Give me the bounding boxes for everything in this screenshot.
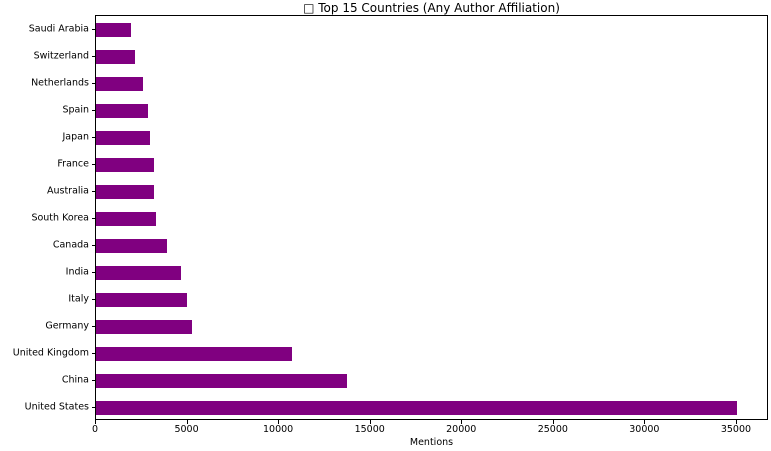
bar-japan bbox=[96, 130, 150, 145]
y-tick-label: Switzerland bbox=[33, 50, 89, 61]
y-tick-label: China bbox=[61, 374, 89, 385]
y-tick-mark bbox=[92, 380, 95, 381]
y-tick-label: Spain bbox=[62, 104, 89, 115]
y-tick-label: United States bbox=[24, 401, 89, 412]
x-tick-mark bbox=[187, 420, 188, 424]
y-tick-label: United Kingdom bbox=[12, 347, 89, 358]
y-tick-mark bbox=[92, 245, 95, 246]
y-tick-mark bbox=[92, 29, 95, 30]
y-tick-mark bbox=[92, 164, 95, 165]
bar-united-kingdom bbox=[96, 346, 293, 361]
y-tick-mark bbox=[92, 407, 95, 408]
chart-title: □ Top 15 Countries (Any Author Affiliati… bbox=[303, 1, 560, 15]
bar-switzerland bbox=[96, 49, 136, 64]
bar-china bbox=[96, 373, 348, 388]
x-tick-label: 5000 bbox=[174, 424, 199, 435]
y-tick-label: Italy bbox=[68, 293, 89, 304]
x-tick-label: 10000 bbox=[263, 424, 294, 435]
y-tick-label: France bbox=[57, 158, 89, 169]
bar-india bbox=[96, 265, 181, 280]
x-tick-label: 30000 bbox=[629, 424, 660, 435]
y-tick-label: India bbox=[65, 266, 89, 277]
y-tick-mark bbox=[92, 83, 95, 84]
bar-saudi-arabia bbox=[96, 22, 131, 37]
y-tick-label: Netherlands bbox=[31, 77, 89, 88]
bar-germany bbox=[96, 319, 192, 334]
y-tick-label: Japan bbox=[62, 131, 90, 142]
y-tick-mark bbox=[92, 110, 95, 111]
bar-australia bbox=[96, 184, 155, 199]
y-tick-label: Australia bbox=[46, 185, 89, 196]
x-tick-mark bbox=[644, 420, 645, 424]
x-tick-mark bbox=[278, 420, 279, 424]
y-tick-mark bbox=[92, 353, 95, 354]
y-tick-mark bbox=[92, 272, 95, 273]
x-tick-label: 0 bbox=[91, 424, 99, 435]
y-tick-mark bbox=[92, 137, 95, 138]
y-tick-label: Germany bbox=[45, 320, 89, 331]
x-tick-label: 20000 bbox=[446, 424, 477, 435]
x-axis-label: Mentions bbox=[409, 437, 454, 448]
x-tick-label: 35000 bbox=[720, 424, 752, 435]
plot-area bbox=[95, 15, 768, 420]
bar-france bbox=[96, 157, 154, 172]
x-tick-mark bbox=[95, 420, 96, 424]
bar-spain bbox=[96, 103, 149, 118]
y-tick-mark bbox=[92, 326, 95, 327]
bar-canada bbox=[96, 238, 168, 253]
y-tick-mark bbox=[92, 191, 95, 192]
y-tick-mark bbox=[92, 299, 95, 300]
y-tick-mark bbox=[92, 218, 95, 219]
y-tick-mark bbox=[92, 56, 95, 57]
x-tick-mark bbox=[461, 420, 462, 424]
bar-italy bbox=[96, 292, 188, 307]
x-tick-mark bbox=[736, 420, 737, 424]
x-tick-label: 15000 bbox=[354, 424, 385, 435]
y-tick-label: Saudi Arabia bbox=[28, 23, 89, 34]
x-tick-label: 25000 bbox=[537, 424, 568, 435]
x-tick-mark bbox=[370, 420, 371, 424]
x-tick-mark bbox=[553, 420, 554, 424]
bar-netherlands bbox=[96, 76, 144, 91]
y-tick-label: Canada bbox=[52, 239, 89, 250]
bar-united-states bbox=[96, 400, 737, 415]
bar-south-korea bbox=[96, 211, 157, 226]
y-tick-label: South Korea bbox=[31, 212, 89, 223]
